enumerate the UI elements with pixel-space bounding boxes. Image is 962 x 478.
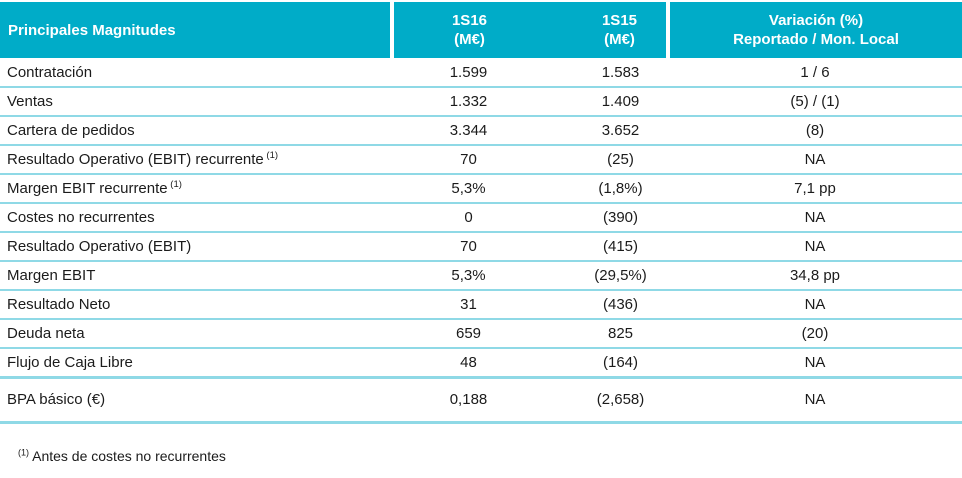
cell-variation: (5) / (1) (668, 87, 962, 117)
cell-1s15: 1.583 (545, 58, 668, 88)
header-row: Principales Magnitudes 1S16 (M€) 1S15 (M… (0, 2, 962, 58)
row-label-text: Flujo de Caja Libre (7, 353, 133, 371)
cell-1s15: (164) (545, 348, 668, 379)
table-row: Deuda neta 659 825 (20) (0, 319, 962, 349)
cell-1s15: (29,5%) (545, 261, 668, 291)
row-label: BPA básico (€) (0, 377, 392, 424)
table-body: Contratación 1.599 1.583 1 / 6 Ventas 1.… (0, 58, 962, 424)
cell-variation: (8) (668, 116, 962, 146)
cell-1s16: 0,188 (392, 377, 545, 424)
header-title: Principales Magnitudes (8, 21, 176, 39)
table-row: Contratación 1.599 1.583 1 / 6 (0, 58, 962, 88)
row-label: Ventas (0, 87, 392, 117)
row-label-superscript: (1) (263, 150, 279, 161)
footnote-text: Antes de costes no recurrentes (29, 447, 226, 464)
header-variacion: Variación (%) Reportado / Mon. Local (666, 2, 962, 58)
cell-1s16: 1.599 (392, 58, 545, 88)
header-1s15-period: 1S15 (601, 12, 638, 29)
row-label: Costes no recurrentes (0, 203, 392, 233)
row-label-text: BPA básico (€) (7, 391, 106, 408)
row-label-text: Resultado Operativo (EBIT) (7, 238, 192, 255)
table-row: Costes no recurrentes 0 (390) NA (0, 203, 962, 233)
cell-1s16: 3.344 (392, 116, 545, 146)
header-1s16-unit: (M€) (454, 31, 485, 48)
row-label: Flujo de Caja Libre (0, 348, 392, 379)
row-label-text: Deuda neta (7, 325, 85, 342)
cell-1s16: 48 (392, 348, 545, 379)
footnote: (1) Antes de costes no recurrentes (18, 446, 962, 464)
table-row: Resultado Operativo (EBIT) 70 (415) NA (0, 232, 962, 262)
footnote-superscript: (1) (18, 446, 29, 457)
row-label-text: Contratación (7, 63, 93, 81)
cell-variation: 34,8 pp (668, 261, 962, 291)
table-row: Margen EBIT recurrente (1) 5,3% (1,8%) 7… (0, 174, 962, 204)
table-row: Ventas 1.332 1.409 (5) / (1) (0, 87, 962, 117)
cell-1s15: 3.652 (545, 116, 668, 146)
row-label: Resultado Neto (0, 290, 392, 320)
row-label: Margen EBIT (0, 261, 392, 291)
row-label-superscript: (1) (167, 179, 182, 190)
row-label: Contratación (0, 58, 392, 88)
cell-1s15: (2,658) (545, 377, 668, 424)
cell-variation: 1 / 6 (668, 58, 962, 88)
cell-1s15: (436) (545, 290, 668, 320)
cell-1s15: 1.409 (545, 87, 668, 117)
cell-1s16: 5,3% (392, 261, 545, 291)
cell-1s16: 0 (392, 203, 545, 233)
cell-1s15: 825 (545, 319, 668, 349)
table-row: Resultado Neto 31 (436) NA (0, 290, 962, 320)
cell-variation: (20) (668, 319, 962, 349)
cell-1s15: (415) (545, 232, 668, 262)
cell-variation: NA (668, 290, 962, 320)
row-label-text: Cartera de pedidos (7, 122, 135, 139)
cell-1s15: (25) (545, 145, 668, 175)
cell-1s16: 70 (392, 145, 545, 175)
table-header: Principales Magnitudes 1S16 (M€) 1S15 (M… (0, 2, 962, 58)
cell-1s16: 1.332 (392, 87, 545, 117)
cell-1s15: (1,8%) (545, 174, 668, 204)
row-label-text: Ventas (7, 93, 53, 110)
row-label: Margen EBIT recurrente (1) (0, 174, 392, 204)
financial-summary-table: Principales Magnitudes 1S16 (M€) 1S15 (M… (0, 2, 962, 424)
header-1s15-unit: (M€) (604, 31, 635, 48)
row-label: Resultado Operativo (EBIT) (0, 232, 392, 262)
header-variacion-subtitle: Reportado / Mon. Local (733, 31, 899, 48)
row-label: Resultado Operativo (EBIT) recurrente (1… (0, 145, 392, 175)
row-label-text: Margen EBIT recurrente (7, 180, 168, 197)
cell-1s16: 31 (392, 290, 545, 320)
row-label-text: Costes no recurrentes (7, 209, 155, 226)
header-1s16-period: 1S16 (451, 12, 488, 29)
row-label: Cartera de pedidos (0, 116, 392, 146)
table-row: Margen EBIT 5,3% (29,5%) 34,8 pp (0, 261, 962, 291)
header-1s16: 1S16 (M€) (390, 2, 545, 58)
cell-variation: NA (668, 232, 962, 262)
row-label-text: Resultado Operativo (EBIT) recurrente (7, 151, 264, 168)
table-row: Cartera de pedidos 3.344 3.652 (8) (0, 116, 962, 146)
row-label-text: Resultado Neto (7, 296, 111, 313)
cell-1s15: (390) (545, 203, 668, 233)
row-label-text: Margen EBIT (7, 267, 96, 284)
cell-variation: 7,1 pp (668, 174, 962, 204)
header-variacion-title: Variación (%) (768, 12, 864, 29)
table-row: Resultado Operativo (EBIT) recurrente (1… (0, 145, 962, 175)
table-row: Flujo de Caja Libre 48 (164) NA (0, 348, 962, 379)
row-label: Deuda neta (0, 319, 392, 349)
header-1s15: 1S15 (M€) (545, 2, 668, 58)
cell-variation: NA (668, 203, 962, 233)
cell-1s16: 5,3% (392, 174, 545, 204)
cell-variation: NA (668, 348, 962, 379)
cell-1s16: 70 (392, 232, 545, 262)
cell-variation: NA (668, 145, 962, 175)
cell-1s16: 659 (392, 319, 545, 349)
cell-variation: NA (668, 377, 962, 424)
header-principales-magnitudes: Principales Magnitudes (0, 2, 392, 58)
table-row: BPA básico (€) 0,188 (2,658) NA (0, 377, 962, 424)
